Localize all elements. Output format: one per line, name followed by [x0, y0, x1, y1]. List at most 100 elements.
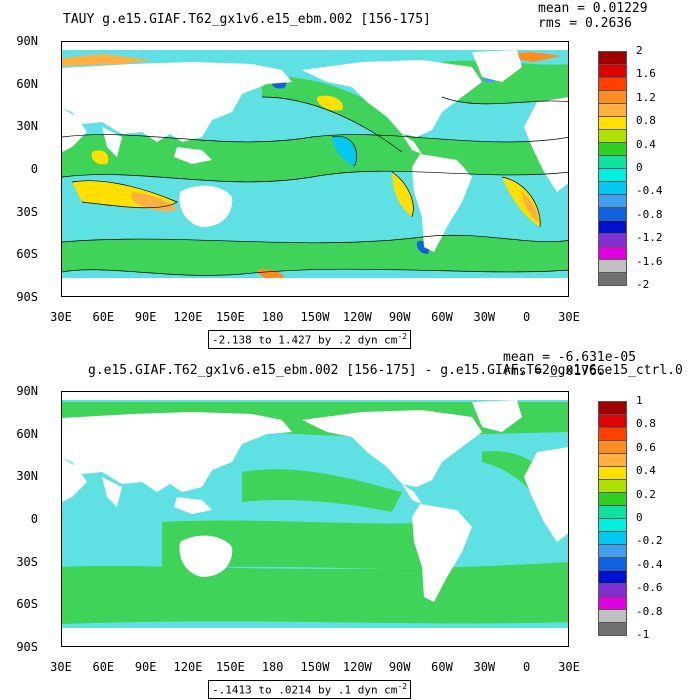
panel1-lon-label: 60E: [92, 310, 115, 324]
panel2-colorbar-label: 0.2: [636, 487, 656, 501]
panel1-lon-label: 30E: [558, 310, 580, 324]
panel1-colorbar-label: 0: [636, 161, 643, 174]
panel1-range-text: -2.138 to 1.427 by .2 dyn cm: [212, 333, 398, 347]
panel2-lon-label: 90E: [134, 660, 157, 674]
colorbar-swatch: [598, 116, 627, 130]
colorbar-swatch: [598, 155, 627, 169]
colorbar-swatch: [598, 544, 627, 558]
panel2-colorbar-label: 0.4: [636, 464, 656, 478]
panel2-lat-label: 30N: [16, 469, 38, 484]
colorbar-swatch: [598, 142, 627, 156]
colorbar-swatch: [598, 609, 627, 623]
panel2-colorbar-label: 0.6: [636, 440, 656, 454]
panel1-colorbar-label: -0.4: [636, 184, 663, 198]
panel1-lat-label: 90N: [16, 34, 38, 48]
panel2-colorbar-label: -1: [636, 628, 650, 641]
panel2-map: [61, 391, 569, 647]
panel1-lon-label: 120W: [342, 310, 372, 324]
colorbar-swatch: [598, 531, 627, 545]
panel2-colorbar-label: 0: [636, 511, 643, 524]
panel1-colorbar-label: 1.2: [636, 90, 656, 104]
panel2-colorbar-label: -0.8: [636, 604, 663, 618]
panel1-range-exponent: -2: [397, 332, 408, 341]
colorbar-swatch: [598, 492, 627, 506]
panel1-colorbar-label: 0.4: [636, 137, 656, 151]
panel1-range-note: -2.138 to 1.427 by .2 dyn cm-2: [208, 330, 412, 349]
panel2-lon-label: 60E: [92, 660, 115, 674]
colorbar-swatch: [598, 194, 627, 208]
panel1-rms: rms = 0.2636: [538, 16, 632, 31]
panel2-lon-label: 30E: [558, 660, 580, 674]
panel1-map: [61, 41, 569, 297]
panel1-lat-label: 30S: [16, 204, 38, 219]
panel2-lat-label: 60N: [16, 426, 38, 441]
panel1-colorbar-label: -2: [636, 278, 650, 291]
colorbar-swatch: [598, 453, 627, 467]
colorbar-swatch: [598, 401, 627, 415]
colorbar-swatch: [598, 466, 627, 480]
panel1-lon-label: 150E: [215, 310, 245, 324]
panel1-lat-label: 90S: [16, 290, 38, 304]
colorbar-swatch: [598, 596, 627, 610]
colorbar-swatch: [598, 64, 627, 78]
colorbar-swatch: [598, 220, 627, 234]
panel2-range-text: -.1413 to .0214 by .1 dyn cm: [212, 683, 398, 697]
panel2-lon-label: 150E: [215, 660, 245, 674]
colorbar-swatch: [598, 90, 627, 104]
colorbar-swatch: [598, 207, 627, 221]
panel1-lon-label: 180: [261, 310, 284, 324]
panel1-colorbar-label: -1.2: [636, 231, 663, 245]
panel1-lat-label: 60N: [16, 76, 38, 91]
panel1-lat-label: 30N: [16, 119, 38, 134]
colorbar-swatch: [598, 246, 627, 260]
colorbar-swatch: [598, 479, 627, 493]
panel2-lon-label: 120E: [173, 660, 203, 674]
panel1-lat-label: 60S: [16, 247, 38, 262]
panel2-lon-label: 180: [261, 660, 284, 674]
panel2-lat-label: 30S: [16, 554, 38, 569]
panel2-mean: mean = -6.631e-05: [503, 351, 637, 364]
colorbar-swatch: [598, 77, 627, 91]
colorbar-swatch: [598, 129, 627, 143]
colorbar-swatch: [598, 570, 627, 584]
colorbar-swatch: [598, 518, 627, 532]
panel2-colorbar: [598, 401, 627, 636]
panel1-colorbar-label: 0.8: [636, 114, 656, 128]
panel1-map-graphic: [62, 42, 568, 296]
panel1-lon-label: 30W: [473, 310, 496, 324]
panel2-colorbar-label: -0.6: [636, 581, 663, 595]
panel2-range-note: -.1413 to .0214 by .1 dyn cm-2: [208, 680, 412, 699]
panel1-lon-label: 60W: [431, 310, 453, 324]
panel1-lon-label: 90W: [388, 310, 411, 324]
panel1-title: TAUY g.e15.GIAF.T62_gx1v6.e15_ebm.002 [1…: [63, 12, 431, 27]
colorbar-swatch: [598, 557, 627, 571]
panel2-lon-label: 30E: [50, 660, 72, 674]
panel1-colorbar-label: 2: [636, 44, 643, 57]
panel2-colorbar-label: -0.4: [636, 557, 663, 571]
panel1-lon-label: 0: [523, 310, 531, 324]
panel2-lat-label: 60S: [16, 597, 38, 612]
colorbar-swatch: [598, 440, 627, 454]
panel2-map-graphic: [62, 392, 568, 646]
panel1-lon-label: 150W: [300, 310, 330, 324]
panel2-lon-label: 90W: [388, 660, 411, 674]
panel1-lon-label: 90E: [134, 310, 157, 324]
colorbar-swatch: [598, 583, 627, 597]
colorbar-swatch: [598, 272, 627, 286]
panel2-colorbar-label: 1: [636, 394, 643, 407]
panel2-lon-label: 150W: [300, 660, 330, 674]
panel2-title: g.e15.GIAF.T62_gx1v6.e15_ebm.002 [156-17…: [88, 364, 683, 377]
colorbar-swatch: [598, 181, 627, 195]
colorbar-swatch: [598, 259, 627, 273]
panel2-lat-label: 90N: [16, 384, 38, 398]
colorbar-swatch: [598, 414, 627, 428]
colorbar-swatch: [598, 51, 627, 65]
panel2-range-exponent: -2: [397, 682, 408, 691]
colorbar-swatch: [598, 233, 627, 247]
panel2-lon-label: 0: [523, 660, 531, 674]
panel2-lon-label: 60W: [431, 660, 453, 674]
colorbar-swatch: [598, 505, 627, 519]
panel1-colorbar-label: -0.8: [636, 207, 663, 221]
panel2-lon-label: 120W: [342, 660, 372, 674]
panel1-lon-label: 30E: [50, 310, 72, 324]
